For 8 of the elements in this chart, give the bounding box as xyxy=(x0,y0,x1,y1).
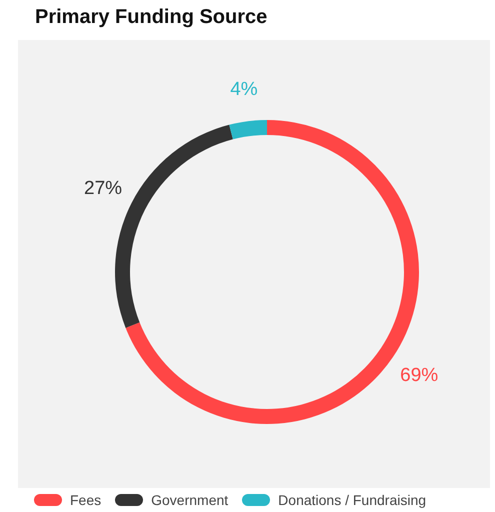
data-label: 4% xyxy=(230,78,258,100)
donut-slice xyxy=(229,120,267,140)
chart-title: Primary Funding Source xyxy=(35,6,268,29)
legend-label: Government xyxy=(151,492,228,508)
data-label: 69% xyxy=(400,364,438,386)
data-label: 27% xyxy=(84,178,122,199)
legend-label: Fees xyxy=(70,492,102,508)
legend-label: Donations / Fundraising xyxy=(278,492,426,508)
